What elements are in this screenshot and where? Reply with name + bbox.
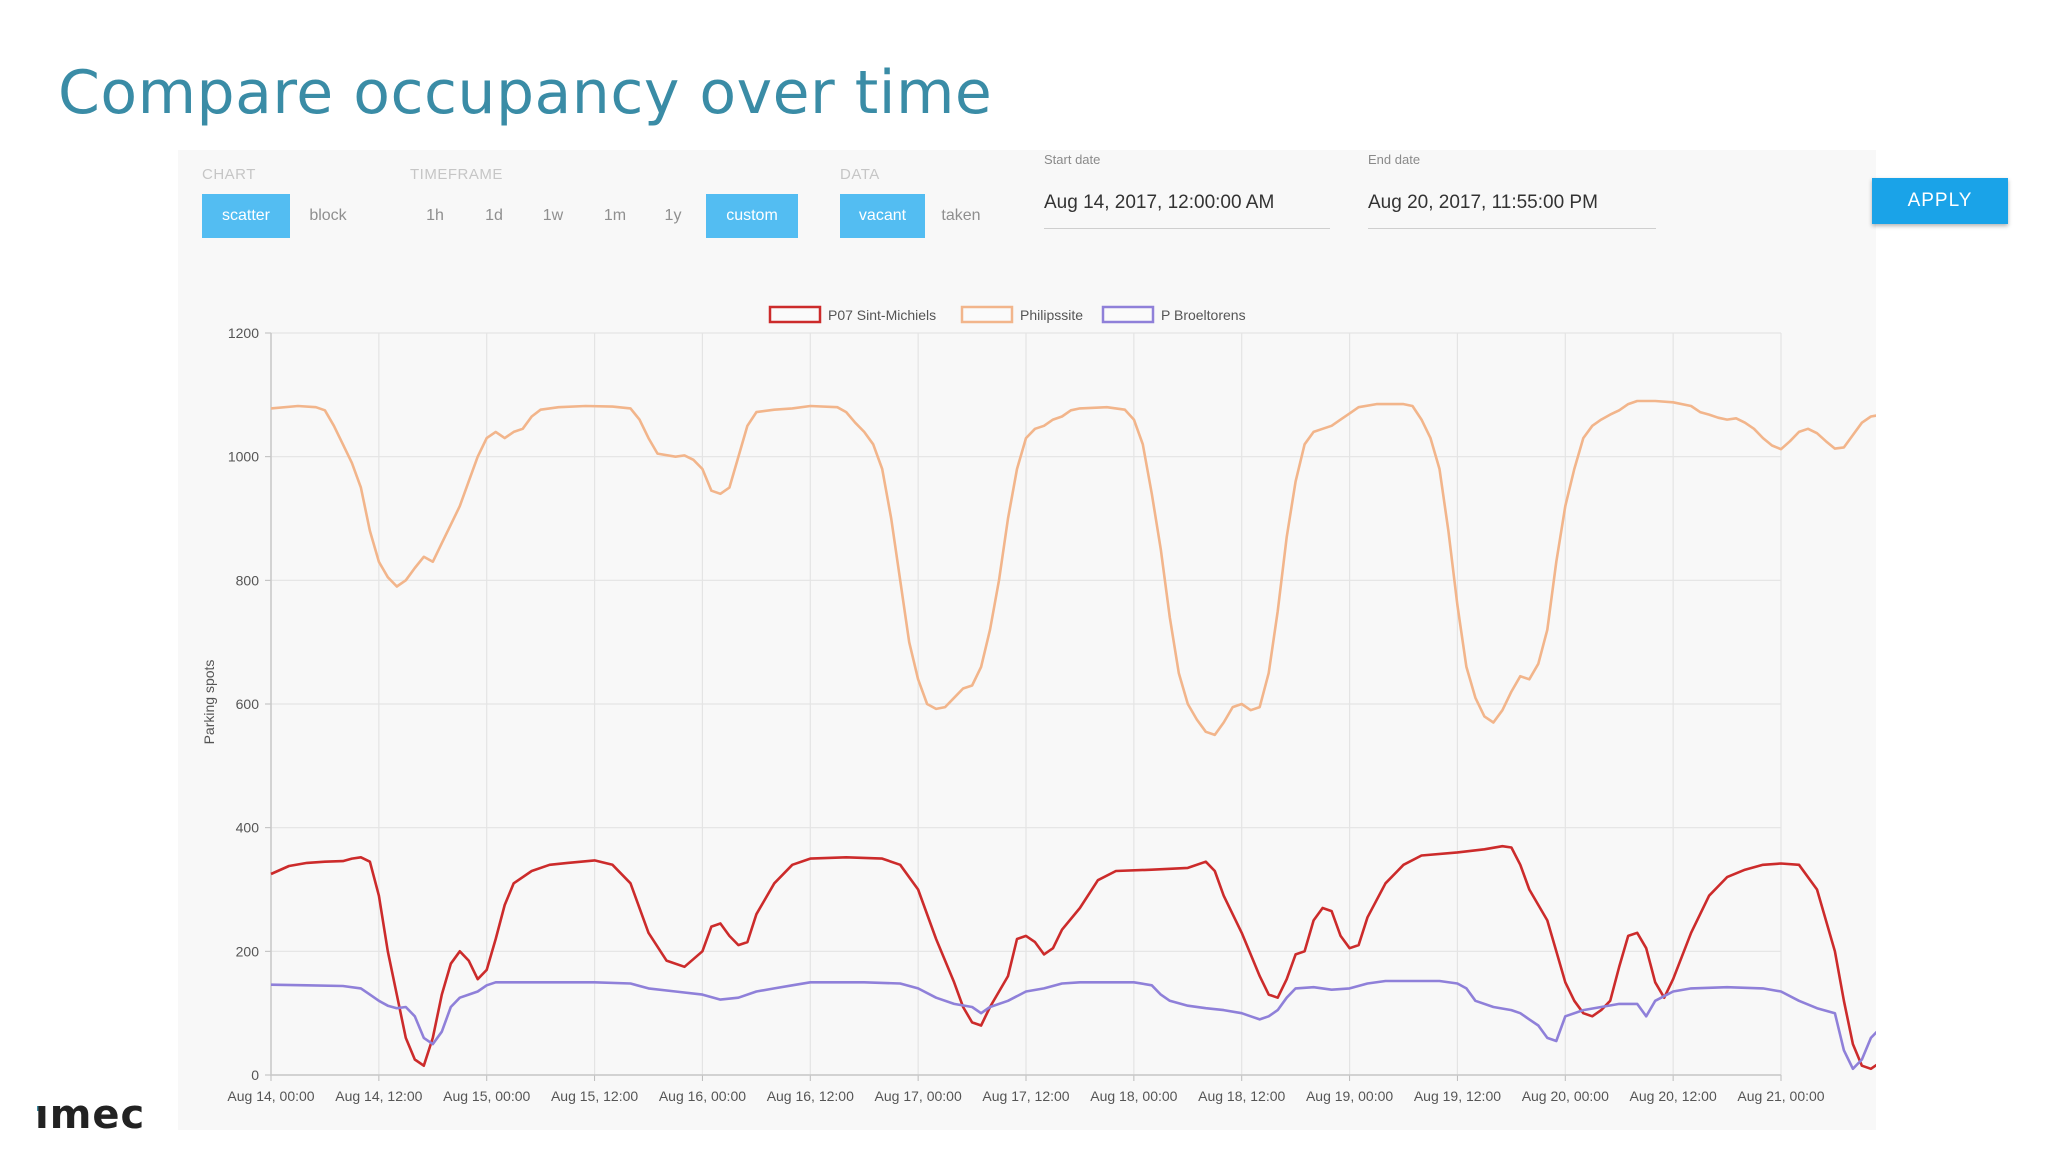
series-line-philipssite <box>270 399 1876 737</box>
chart-legend[interactable]: P07 Sint-Michiels Philipssite P Broeltoren… <box>768 305 1246 324</box>
timeframe-custom-button[interactable]: custom <box>706 194 798 238</box>
x-tick-label: Aug 16, 12:00 <box>767 1088 854 1104</box>
chart-axes: 0 200 400 600 800 1000 1200 Aug 14, 00:00 Aug 14… <box>227 325 1824 1104</box>
chart-grid <box>270 332 1782 1076</box>
y-tick-label: 1200 <box>228 325 259 341</box>
timeframe-1d-button[interactable]: 1d <box>485 207 503 224</box>
x-tick-label: Aug 17, 12:00 <box>982 1088 1069 1104</box>
x-tick-label: Aug 17, 00:00 <box>875 1088 962 1104</box>
legend-swatch <box>768 305 822 324</box>
legend-label: P07 Sint-Michiels <box>828 307 936 323</box>
timeframe-1w-button[interactable]: 1w <box>542 207 564 224</box>
legend-label: P Broeltorens <box>1161 307 1246 323</box>
timeframe-1y-button[interactable]: 1y <box>664 207 682 224</box>
x-tick-label: Aug 20, 00:00 <box>1522 1088 1609 1104</box>
y-tick-label: 1000 <box>228 449 259 465</box>
x-tick-label: Aug 16, 00:00 <box>659 1088 746 1104</box>
start-date-label: Start date <box>1044 152 1101 167</box>
start-date-underline <box>1044 228 1330 229</box>
end-date-label: End date <box>1368 152 1421 167</box>
x-tick-label: Aug 20, 12:00 <box>1630 1088 1717 1104</box>
end-date-input[interactable]: Aug 20, 2017, 11:55:00 PM <box>1368 192 1598 213</box>
x-tick-label: Aug 14, 12:00 <box>335 1088 422 1104</box>
imec-logo: ımec <box>35 1092 146 1138</box>
y-tick-label: 0 <box>251 1067 259 1083</box>
data-type-label: DATA <box>840 166 880 183</box>
legend-item[interactable]: P07 Sint-Michiels <box>768 305 936 324</box>
timeframe-1m-button[interactable]: 1m <box>603 207 627 224</box>
end-date-underline <box>1368 228 1656 229</box>
legend-item[interactable]: P Broeltorens <box>1101 305 1246 324</box>
y-tick-label: 400 <box>236 820 260 836</box>
x-tick-label: Aug 15, 12:00 <box>551 1088 638 1104</box>
x-tick-label: Aug 19, 00:00 <box>1306 1088 1393 1104</box>
legend-swatch <box>960 305 1014 324</box>
data-taken-button[interactable]: taken <box>941 207 981 224</box>
x-tick-label: Aug 21, 00:00 <box>1737 1088 1824 1104</box>
series-line-p07-sint-michiels <box>270 844 1876 1071</box>
y-tick-label: 200 <box>236 943 260 959</box>
chart-type-label: CHART <box>202 166 256 183</box>
y-axis-label: Parking spots <box>201 660 217 745</box>
timeframe-1h-button[interactable]: 1h <box>426 207 444 224</box>
x-tick-label: Aug 18, 00:00 <box>1090 1088 1177 1104</box>
legend-label: Philipssite <box>1020 307 1083 323</box>
x-tick-label: Aug 14, 00:00 <box>227 1088 314 1104</box>
chart-block-button[interactable]: block <box>309 207 347 224</box>
slide-title: Compare occupancy over time <box>58 58 993 128</box>
start-date-input[interactable]: Aug 14, 2017, 12:00:00 AM <box>1044 192 1275 213</box>
chart-series <box>270 399 1876 1071</box>
x-tick-label: Aug 19, 12:00 <box>1414 1088 1501 1104</box>
logo-dot <box>37 1106 42 1111</box>
data-vacant-button[interactable]: vacant <box>840 194 925 238</box>
series-line-p-broeltorens <box>270 979 1876 1071</box>
chart-scatter-button[interactable]: scatter <box>202 194 290 238</box>
legend-item[interactable]: Philipssite <box>960 305 1083 324</box>
x-tick-label: Aug 15, 00:00 <box>443 1088 530 1104</box>
apply-button[interactable]: APPLY <box>1872 178 2008 224</box>
y-tick-label: 600 <box>236 696 260 712</box>
y-tick-label: 800 <box>236 572 260 588</box>
timeframe-label: TIMEFRAME <box>410 166 503 183</box>
occupancy-chart: 0 200 400 600 800 1000 1200 Aug 14, 00:00 Aug 14… <box>201 305 1876 1104</box>
chart-panel: CHART scatter block TIMEFRAME 1h 1d 1w 1… <box>178 150 2008 1130</box>
x-tick-label: Aug 18, 12:00 <box>1198 1088 1285 1104</box>
legend-swatch <box>1101 305 1155 324</box>
